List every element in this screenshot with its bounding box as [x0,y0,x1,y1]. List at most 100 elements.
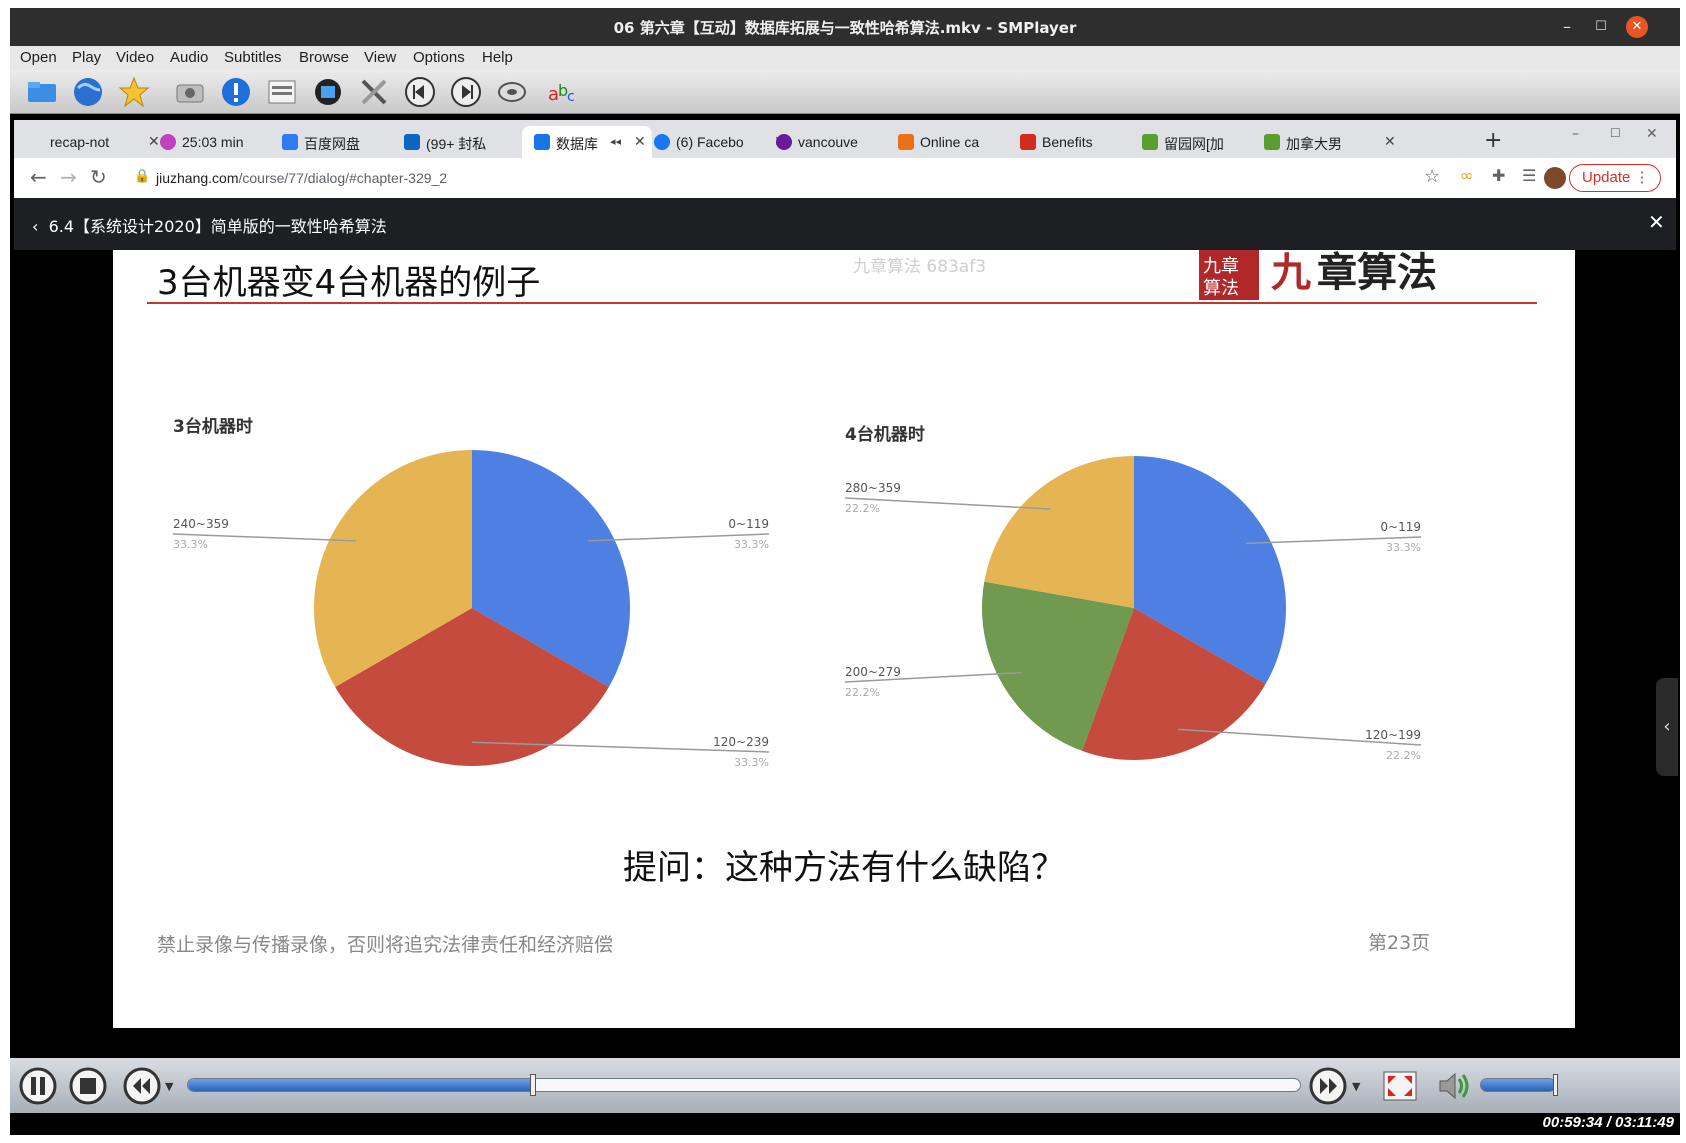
menu-options[interactable]: Options [413,49,465,66]
menu-browse[interactable]: Browse [299,49,349,66]
tab-label: (6) Facebo [676,134,768,150]
browser-tab[interactable]: vancouve ✕ [776,126,906,158]
playlist-icon[interactable] [266,76,298,108]
volume-handle[interactable] [1553,1074,1558,1096]
tab-label: 25:03 min [182,134,274,150]
slide-stage: 3台机器变4台机器的例子 九章算法 683af3 九章 算法 九 章算法 3台机… [14,250,1676,1058]
tab-close-icon[interactable]: ✕ [1384,133,1396,150]
video-area: recap-not ✕ 25:03 min ✕ 百度网盘 ✕ [10,114,1680,1058]
course-back-link[interactable]: ‹ 6.4【系统设计2020】简单版的一致性哈希算法 [32,213,387,237]
browser-close-icon[interactable]: ✕ [1646,126,1658,142]
tab-favicon-icon [404,134,420,150]
title-underline [147,302,1537,304]
browser-minimize-icon[interactable]: – [1572,126,1579,142]
fast-forward-icon[interactable] [1308,1066,1348,1106]
preferences-tools-icon[interactable] [358,76,390,108]
menu-view[interactable]: View [364,49,396,66]
browser-tab[interactable]: (99+ 封私 ✕ [404,126,534,158]
seek-bar[interactable] [187,1078,1301,1092]
audio-tracks-icon[interactable] [496,76,528,108]
playback-controls: ▼ ▼ [10,1058,1680,1113]
browser-tab[interactable]: Online ca ✕ [898,126,1028,158]
menu-audio[interactable]: Audio [170,49,208,66]
update-button[interactable]: Update ⋮ [1569,164,1661,192]
fullscreen-icon[interactable] [1380,1066,1420,1106]
previous-icon[interactable] [404,76,436,108]
svg-text:算法: 算法 [1203,278,1239,299]
url-field[interactable]: jiuzhang.com/course/77/dialog/#chapter-3… [156,170,447,186]
back-icon[interactable]: ← [30,165,47,189]
update-label: Update [1582,169,1630,186]
maximize-icon[interactable]: ☐ [1590,16,1612,38]
browser-tab[interactable]: recap-not ✕ [28,126,158,158]
url-host: jiuzhang.com [156,170,239,186]
forward-icon[interactable]: → [60,165,77,189]
tab-favicon-icon [534,134,550,150]
reload-icon[interactable]: ↻ [90,165,107,189]
browser-tab[interactable]: (6) Facebo ✕ [654,126,784,158]
bookmark-star-icon[interactable]: ☆ [1424,166,1440,187]
title-bar: 06 第六章【互动】数据库拓展与一致性哈希算法.mkv - SMPlayer –… [10,8,1680,46]
browser-tab[interactable]: 25:03 min ✕ [160,126,290,158]
menu-subtitles[interactable]: Subtitles [224,49,282,66]
url-path: /course/77/dialog/#chapter-329_2 [239,170,448,186]
reading-list-icon[interactable]: ☰ [1522,166,1536,185]
stop-icon[interactable] [68,1066,108,1106]
slice-category-label: 120~239 [713,735,769,749]
pause-icon[interactable] [18,1066,58,1106]
slice-percent-label: 22.2% [1386,749,1421,762]
video-equalizer-icon[interactable] [312,76,344,108]
extension-infinity-icon[interactable]: ∞ [1460,166,1473,185]
seek-handle[interactable] [530,1074,536,1096]
favorites-star-icon[interactable] [118,76,150,108]
menu-help[interactable]: Help [482,49,513,66]
slice-category-label: 240~359 [173,517,229,531]
browser-tab[interactable]: 百度网盘 ✕ [282,126,412,158]
course-title: 6.4【系统设计2020】简单版的一致性哈希算法 [49,217,387,236]
slice-category-label: 280~359 [845,481,901,495]
browser-tab-active[interactable]: 数据库 ◂◂ ✕ [522,126,652,158]
rewind-icon[interactable] [122,1066,162,1106]
menu-video[interactable]: Video [116,49,154,66]
browser-tab[interactable]: 加拿大男 ✕ [1264,126,1394,158]
tab-label: 加拿大男 [1286,134,1378,154]
volume-slider[interactable] [1480,1078,1556,1092]
slice-percent-label: 33.3% [734,756,769,769]
pie-slice [984,456,1134,608]
slice-percent-label: 33.3% [1386,541,1421,554]
new-tab-icon[interactable]: + [1484,128,1502,153]
side-panel-toggle[interactable]: ‹ [1656,678,1678,776]
info-icon[interactable] [220,76,252,108]
tab-audio-icon[interactable]: ◂◂ [610,135,621,148]
lock-icon[interactable]: 🔒 [134,169,150,184]
course-close-icon[interactable]: ✕ [1648,210,1665,234]
chart-title: 4台机器时 [845,424,925,445]
tab-label: recap-not [50,134,142,150]
globe-icon[interactable] [72,76,104,108]
rewind-menu-icon[interactable]: ▼ [165,1080,173,1093]
window-title: 06 第六章【互动】数据库拓展与一致性哈希算法.mkv - SMPlayer [10,17,1680,38]
open-folder-icon[interactable] [26,76,58,108]
tab-close-icon[interactable]: ✕ [634,133,646,150]
tab-close-icon[interactable]: ✕ [148,133,160,150]
tab-favicon-icon [160,134,176,150]
close-icon[interactable]: ✕ [1626,16,1648,38]
volume-icon[interactable] [1434,1066,1474,1106]
browser-maximize-icon[interactable]: ☐ [1610,126,1621,140]
menu-open[interactable]: Open [20,49,57,66]
slice-category-label: 120~199 [1365,728,1421,742]
subtitle-abc-icon[interactable]: abc [546,76,578,108]
menu-play[interactable]: Play [72,49,101,66]
forward-menu-icon[interactable]: ▼ [1352,1080,1360,1093]
status-bar: 00:59:34 / 03:11:49 [10,1113,1680,1135]
screenshot-camera-icon[interactable] [174,76,206,108]
browser-tab[interactable]: 留园网[加 ✕ [1142,126,1272,158]
slice-category-label: 0~119 [728,517,769,531]
profile-avatar[interactable] [1544,167,1566,189]
next-icon[interactable] [450,76,482,108]
extensions-puzzle-icon[interactable]: ✚ [1492,166,1505,185]
minimize-icon[interactable]: – [1556,16,1578,38]
browser-tab[interactable]: Benefits ✕ [1020,126,1150,158]
smplayer-window: 06 第六章【互动】数据库拓展与一致性哈希算法.mkv - SMPlayer –… [10,8,1680,1135]
